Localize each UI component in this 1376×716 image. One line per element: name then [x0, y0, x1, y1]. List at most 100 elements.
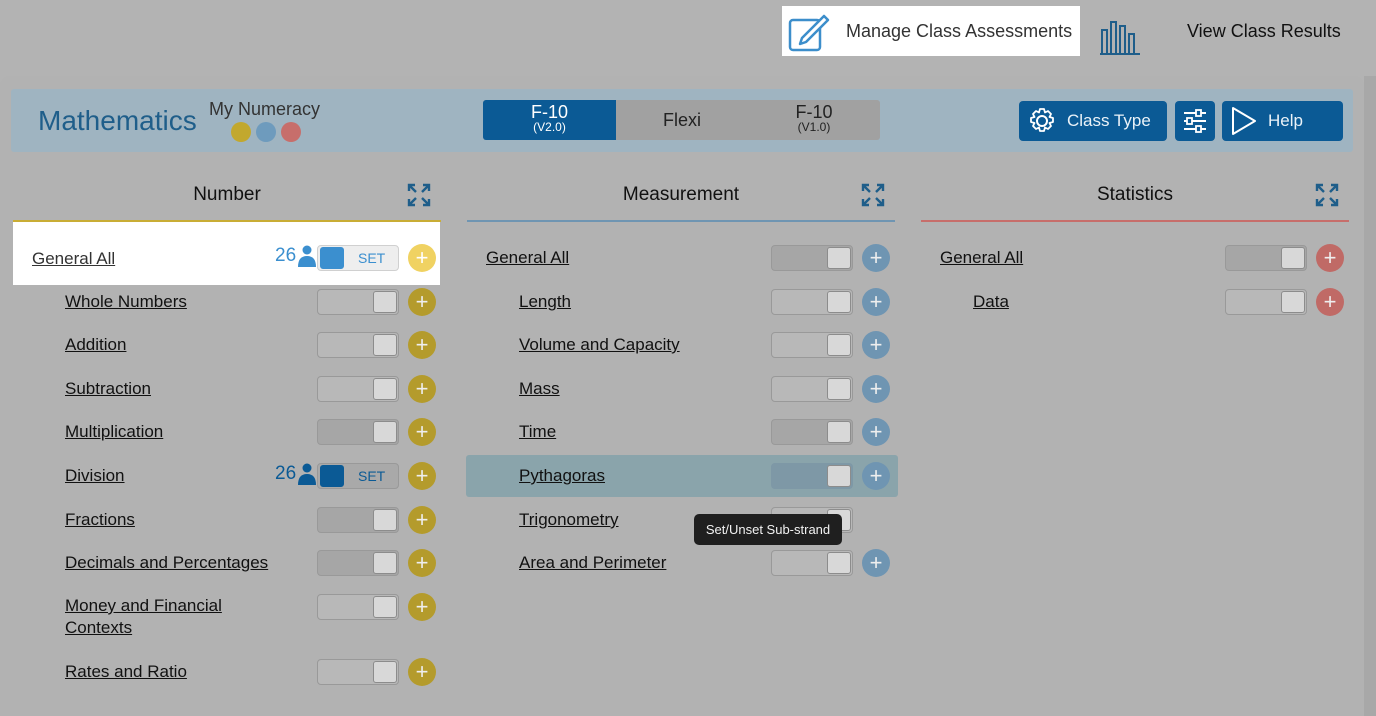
set-toggle[interactable] — [317, 289, 399, 315]
add-button[interactable]: + — [408, 244, 436, 272]
strand-link[interactable]: Rates and Ratio — [65, 662, 187, 681]
toggle-knob — [373, 552, 397, 574]
expand-icon[interactable] — [1315, 183, 1339, 207]
strand-link[interactable]: Whole Numbers — [65, 292, 187, 311]
add-button[interactable]: + — [862, 375, 890, 403]
toggle-knob — [827, 291, 851, 313]
add-button[interactable]: + — [408, 506, 436, 534]
set-toggle[interactable] — [317, 659, 399, 685]
manage-class-assessments-tab[interactable]: Manage Class Assessments — [782, 6, 1080, 56]
add-button[interactable]: + — [1316, 244, 1344, 272]
strand-link[interactable]: Length — [519, 292, 571, 311]
add-button[interactable]: + — [408, 418, 436, 446]
set-toggle[interactable] — [771, 245, 853, 271]
measurement-row-area-perimeter: Area and Perimeter + — [467, 543, 895, 583]
toggle-knob — [827, 378, 851, 400]
assigned-count: 26 — [275, 245, 317, 267]
assigned-count: 26 — [275, 463, 317, 485]
add-button[interactable]: + — [408, 331, 436, 359]
plus-icon: + — [869, 463, 883, 488]
toggle-knob — [1281, 247, 1305, 269]
set-toggle[interactable] — [1225, 245, 1307, 271]
plus-icon: + — [869, 419, 883, 444]
strand-link[interactable]: Data — [973, 292, 1009, 311]
set-toggle[interactable] — [771, 550, 853, 576]
toggle-knob — [827, 421, 851, 443]
strand-link[interactable]: Multiplication — [65, 422, 164, 441]
add-button[interactable]: + — [408, 549, 436, 577]
add-button[interactable]: + — [862, 418, 890, 446]
strand-link[interactable]: General All — [486, 248, 570, 267]
set-toggle[interactable] — [771, 376, 853, 402]
set-toggle[interactable] — [771, 419, 853, 445]
strand-link[interactable]: Mass — [519, 379, 560, 398]
toggle-knob — [373, 661, 397, 683]
strand-link[interactable]: Addition — [65, 335, 127, 354]
strand-link[interactable]: Division — [65, 466, 125, 485]
filter-settings-button[interactable] — [1175, 101, 1215, 141]
add-button[interactable]: + — [862, 549, 890, 577]
plus-icon: + — [415, 659, 429, 684]
set-toggle[interactable]: SET — [317, 245, 399, 271]
set-toggle[interactable] — [317, 550, 399, 576]
level-flexi-tab[interactable]: Flexi — [616, 100, 748, 140]
plus-icon: + — [869, 245, 883, 270]
number-column-underline — [13, 220, 441, 222]
expand-icon[interactable] — [407, 183, 431, 207]
strand-link[interactable]: Area and Perimeter — [519, 553, 667, 572]
level-f10-v2-tab[interactable]: F-10 (V2.0) — [483, 100, 616, 140]
person-icon — [298, 463, 317, 485]
plus-icon: + — [869, 376, 883, 401]
strand-link[interactable]: Pythagoras — [519, 466, 605, 485]
add-button[interactable]: + — [862, 244, 890, 272]
add-button[interactable]: + — [1316, 288, 1344, 316]
set-toggle[interactable] — [317, 507, 399, 533]
add-button[interactable]: + — [862, 331, 890, 359]
add-button[interactable]: + — [408, 375, 436, 403]
number-row-decimals-percentages: Decimals and Percentages + — [13, 543, 441, 583]
subject-title: Mathematics — [38, 105, 197, 136]
statistics-column-title: Statistics — [1096, 184, 1174, 205]
strand-link[interactable]: Fractions — [65, 510, 135, 529]
strand-link[interactable]: General All — [940, 248, 1024, 267]
toggle-knob — [320, 247, 344, 269]
toggle-knob — [373, 596, 397, 618]
plus-icon: + — [415, 376, 429, 401]
set-toggle[interactable] — [317, 332, 399, 358]
class-type-button[interactable]: Class Type — [1019, 101, 1167, 141]
strand-link[interactable]: Subtraction — [65, 379, 151, 398]
subject-header: Mathematics My Numeracy F-10 (V2.0) Flex… — [11, 89, 1353, 152]
help-button[interactable]: Help — [1222, 101, 1343, 141]
add-button[interactable]: + — [408, 288, 436, 316]
add-button[interactable]: + — [408, 593, 436, 621]
add-button[interactable]: + — [862, 288, 890, 316]
strand-link[interactable]: Trigonometry — [519, 510, 619, 529]
set-toggle[interactable] — [771, 463, 853, 489]
strand-link[interactable]: General All — [32, 249, 116, 268]
set-toggle[interactable] — [317, 594, 399, 620]
add-button[interactable]: + — [408, 462, 436, 490]
strand-link[interactable]: Money and Financial Contexts — [65, 596, 222, 637]
expand-icon[interactable] — [861, 183, 885, 207]
strand-link[interactable]: Volume and Capacity — [519, 335, 680, 354]
strand-link[interactable]: Decimals and Percentages — [65, 553, 269, 572]
set-toggle[interactable] — [317, 376, 399, 402]
add-button[interactable]: + — [408, 658, 436, 686]
scroll-edge — [1364, 76, 1376, 716]
sliders-icon — [1181, 107, 1209, 135]
set-toggle[interactable]: SET — [317, 463, 399, 489]
view-class-results-tab[interactable]: View Class Results — [1082, 6, 1376, 56]
set-unset-tooltip: Set/Unset Sub-strand — [694, 514, 842, 545]
highlighted-row-general-all: General All 26 SET + — [13, 222, 440, 285]
view-class-results-label: View Class Results — [1187, 21, 1341, 41]
set-toggle[interactable] — [317, 419, 399, 445]
set-toggle[interactable] — [771, 332, 853, 358]
set-toggle[interactable] — [1225, 289, 1307, 315]
person-icon — [298, 245, 317, 267]
level-f10-v1-tab[interactable]: F-10 (V1.0) — [748, 100, 880, 140]
set-label: SET — [358, 468, 386, 484]
assigned-count-value: 26 — [275, 463, 297, 484]
strand-link[interactable]: Time — [519, 422, 557, 441]
set-toggle[interactable] — [771, 289, 853, 315]
add-button[interactable]: + — [862, 462, 890, 490]
